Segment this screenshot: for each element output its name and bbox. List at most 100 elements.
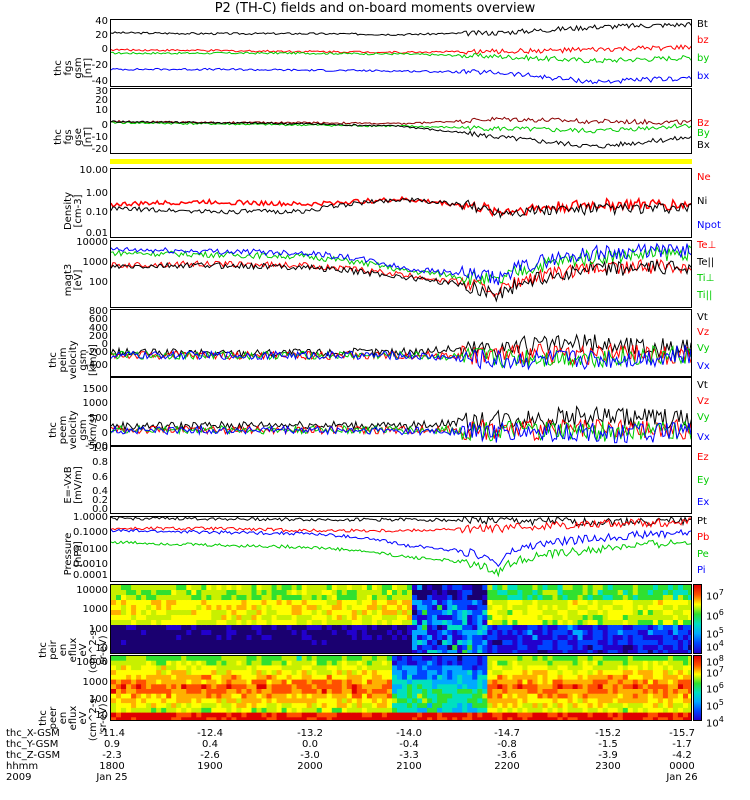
heat-cell [607, 717, 614, 720]
heat-cell [612, 693, 619, 699]
legend-p8-2: Pe [697, 549, 709, 560]
heat-cell [547, 693, 554, 699]
heat-cell [156, 656, 162, 662]
heat-cell [412, 640, 418, 646]
heat-cell [422, 610, 428, 616]
legend-p1-0: Bt [697, 19, 708, 30]
heat-cell [617, 640, 624, 646]
heat-cell [261, 610, 268, 616]
heat-cell [341, 707, 348, 714]
heat-cell [427, 600, 433, 606]
heat-cell [381, 605, 388, 611]
heat-cell [166, 610, 172, 616]
legend-p1-2: by [697, 53, 710, 64]
heat-cell [276, 679, 283, 685]
legend-p5-2: Vy [697, 343, 710, 354]
heat-cell [602, 684, 609, 690]
heat-cell [597, 645, 604, 651]
heat-cell [371, 679, 378, 685]
heat-cell [602, 635, 609, 641]
heat-cell [286, 635, 293, 641]
heat-cell [557, 650, 564, 653]
heat-cell [146, 656, 152, 662]
heat-cell [116, 650, 122, 653]
heat-cell [667, 703, 674, 709]
heat-cell [176, 670, 182, 676]
heat-cell [688, 698, 691, 704]
heat-cell [422, 689, 428, 695]
heat-cell [457, 625, 463, 631]
heat-cell [141, 650, 147, 653]
heat-cell [306, 620, 313, 626]
heat-cell [256, 635, 263, 641]
heat-cell [577, 610, 584, 616]
heat-cell [196, 665, 202, 671]
ytick-p1: 20 [95, 30, 108, 41]
heat-cell [437, 712, 443, 718]
heat-cell [311, 698, 318, 704]
heat-cell [607, 590, 614, 596]
heat-cell [587, 605, 594, 611]
heat-cell [462, 590, 468, 596]
panel-p3 [110, 168, 692, 238]
heat-cell [662, 684, 669, 690]
heat-cell [346, 635, 353, 641]
heat-cell [447, 635, 453, 641]
heat-cell [592, 707, 599, 714]
heat-cell [472, 595, 478, 601]
heat-cell [206, 640, 212, 646]
heat-cell [386, 610, 393, 616]
heat-cell [657, 665, 664, 671]
heat-cell [241, 595, 247, 601]
heat-cell [647, 679, 654, 685]
heat-cell [667, 684, 674, 690]
heat-cell [577, 698, 584, 704]
heat-cell [166, 605, 172, 611]
heat-cell [688, 625, 691, 631]
heat-cell [412, 650, 418, 653]
heat-cell [452, 712, 458, 718]
heat-cell [567, 595, 574, 601]
heat-cell [116, 717, 122, 720]
heat-cell [532, 610, 538, 616]
heat-cell [432, 689, 438, 695]
heat-cell [196, 670, 202, 676]
heat-cell [301, 610, 308, 616]
heat-cell [251, 620, 258, 626]
heat-cell [186, 703, 192, 709]
heat-cell [121, 670, 127, 676]
heat-cell [326, 590, 333, 596]
series-p5-Vx [111, 344, 691, 371]
heat-cell [151, 693, 157, 699]
heat-cell [557, 590, 564, 596]
heat-cell [632, 665, 639, 671]
heat-cell [547, 712, 554, 718]
heat-cell [437, 684, 443, 690]
heat-cell [482, 703, 488, 709]
heat-cell [216, 698, 222, 704]
heat-cell [417, 595, 423, 601]
heat-cell [386, 590, 393, 596]
heat-cell [306, 640, 313, 646]
heat-cell [677, 645, 684, 651]
heat-cell [146, 650, 152, 653]
heat-cell [256, 630, 263, 636]
heat-cell [126, 703, 132, 709]
heat-cell [547, 585, 554, 591]
heat-cell [582, 679, 589, 685]
heat-cell [517, 620, 523, 626]
heat-cell [166, 707, 172, 714]
heat-cell [527, 656, 533, 662]
heat-cell [447, 605, 453, 611]
heat-cell [226, 615, 232, 621]
heat-cell [126, 689, 132, 695]
heat-cell [582, 595, 589, 601]
heat-cell [437, 650, 443, 653]
heat-cell [627, 703, 634, 709]
heat-cell [176, 660, 182, 666]
heat-cell [166, 674, 172, 681]
heat-cell [351, 656, 358, 662]
heat-cell [402, 635, 408, 641]
colorbar-tick: 106 [706, 681, 724, 696]
heat-cell [366, 595, 373, 601]
